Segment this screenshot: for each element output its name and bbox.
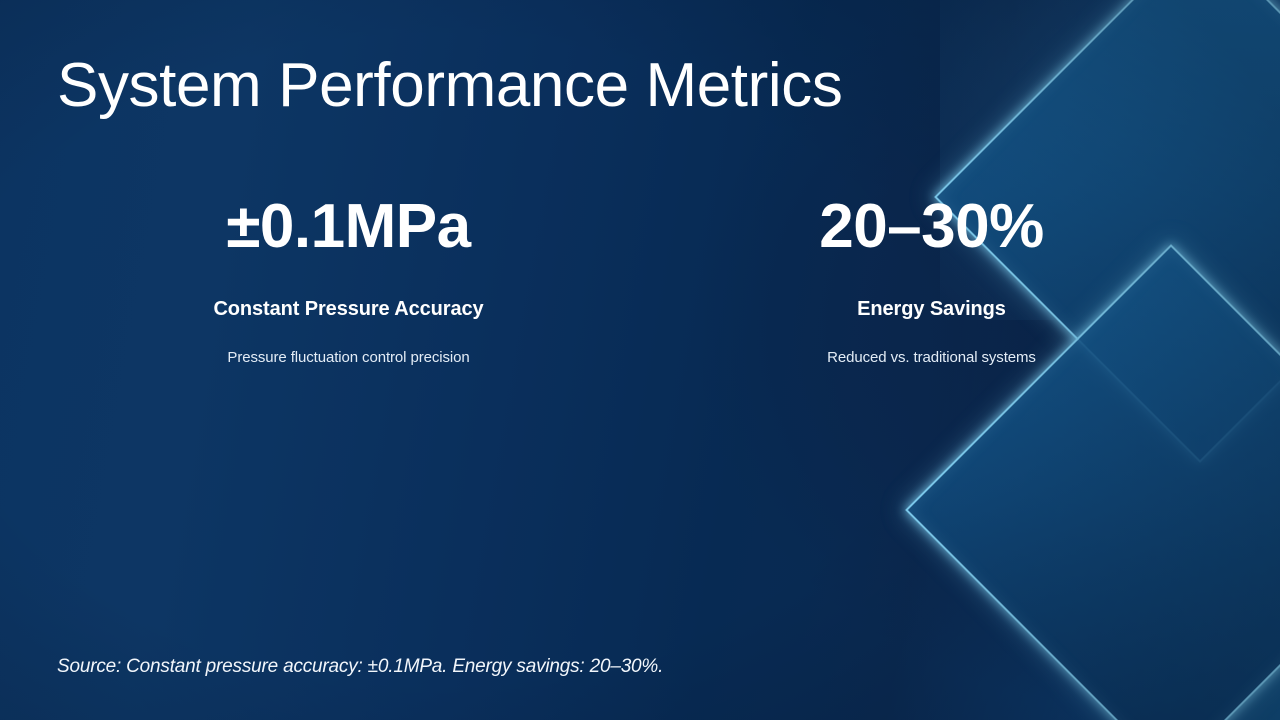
metric-label: Energy Savings [857,298,1006,320]
metrics-row: ±0.1MPa Constant Pressure Accuracy Press… [57,192,1223,367]
source-note: Source: Constant pressure accuracy: ±0.1… [57,656,664,677]
metric-value: 20–30% [819,192,1044,261]
metric-value: ±0.1MPa [226,192,471,261]
metric-description: Pressure fluctuation control precision [227,349,470,366]
metric-card-energy-savings: 20–30% Energy Savings Reduced vs. tradit… [640,192,1223,367]
metric-label: Constant Pressure Accuracy [213,298,484,320]
metric-description: Reduced vs. traditional systems [827,349,1036,366]
metric-card-constant-pressure-accuracy: ±0.1MPa Constant Pressure Accuracy Press… [57,192,640,367]
page-title: System Performance Metrics [57,51,843,120]
